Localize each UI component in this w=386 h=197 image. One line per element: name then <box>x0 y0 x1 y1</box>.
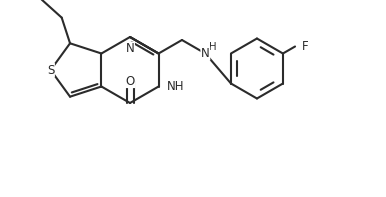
Text: O: O <box>125 74 135 87</box>
Text: NH: NH <box>167 80 184 93</box>
Text: N: N <box>201 47 210 60</box>
Text: H: H <box>209 42 217 51</box>
Text: F: F <box>302 40 309 53</box>
Text: S: S <box>47 63 54 76</box>
Text: N: N <box>125 42 134 55</box>
